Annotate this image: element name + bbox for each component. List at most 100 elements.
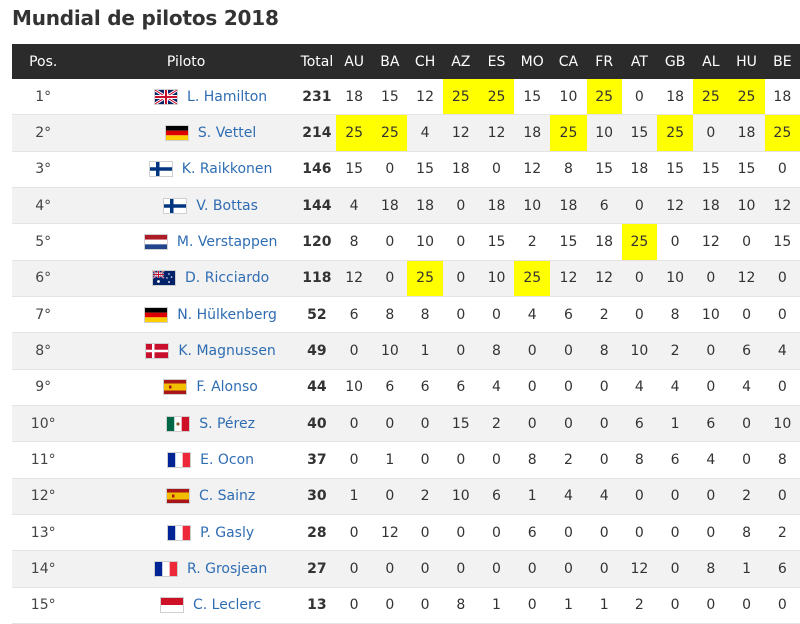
fr-flag-icon [154,561,177,576]
col-header-be: BE [764,44,800,79]
points-cell-at: 2 [621,587,657,624]
pilot-cell: S. Vettel [74,114,298,152]
points-cell-hu: 12 [728,260,765,297]
dk-flag-icon [146,343,169,358]
points-cell-al: 15 [693,151,729,188]
points-cell-ch: 12 [407,79,443,116]
points-cell-ca: 10 [550,79,587,116]
points-cell-fr: 12 [586,260,622,297]
col-header-es: ES [478,44,515,79]
pilot-cell: K. Raikkonen [74,151,298,188]
mx-flag-icon [167,416,190,431]
points-cell-ba: 10 [372,332,408,370]
points-cell-be: 0 [764,587,800,624]
points-cell-gb: 0 [657,514,694,552]
points-cell-hu: 6 [728,332,765,370]
points-cell-mo: 4 [514,296,551,334]
table-row: 4° V. Bottas 144 4 18 18 0 18 10 18 6 0 12 18 10 12 [12,187,800,225]
pilot-name-link[interactable]: C. Leclerc [192,597,262,614]
table-row: 7° N. Hülkenberg 52 6 8 8 0 0 4 6 2 0 8 10 0 0 [12,296,800,334]
total-cell: 146 [297,151,337,188]
points-cell-ca: 0 [550,369,587,406]
pilot-cell: L. Hamilton [74,79,298,116]
total-cell: 118 [297,260,337,297]
pilot-cell: K. Magnussen [74,332,298,370]
pilot-name-link[interactable]: S. Pérez [199,415,255,432]
points-cell-be: 6 [764,550,800,588]
points-cell-az: 0 [442,550,479,588]
pilot-name-link[interactable]: C. Sainz [198,488,256,505]
pilot-name-link[interactable]: L. Hamilton [187,88,268,105]
points-cell-ca: 18 [550,187,587,225]
pilot-name-link[interactable]: E. Ocon [200,451,255,468]
points-cell-az: 15 [442,405,479,443]
points-cell-at: 10 [621,332,657,370]
points-cell-be: 15 [764,223,800,261]
points-cell-be: 0 [764,260,800,297]
points-cell-hu: 0 [728,587,765,624]
pilot-name-link[interactable]: R. Grosjean [186,560,268,577]
points-cell-be: 0 [764,478,800,515]
points-cell-at: 0 [621,514,657,552]
points-cell-ch: 25 [407,260,443,297]
points-cell-au: 25 [336,114,373,152]
pilot-cell: M. Verstappen [74,223,298,261]
points-cell-hu: 1 [728,550,765,588]
position-cell: 14° [12,550,75,588]
pilot-name-link[interactable]: P. Gasly [200,524,255,541]
points-cell-es: 1 [478,587,515,624]
points-cell-mo: 0 [514,369,551,406]
points-cell-gb: 0 [657,550,694,588]
points-cell-fr: 0 [586,441,622,479]
points-cell-al: 10 [693,296,729,334]
points-cell-fr: 1 [586,587,622,624]
pilot-cell: R. Grosjean [74,550,298,588]
pilot-name-link[interactable]: S. Vettel [197,124,257,141]
points-cell-es: 15 [478,223,515,261]
points-cell-at: 0 [621,79,657,116]
points-cell-es: 0 [478,151,515,188]
col-header-fr: FR [586,44,622,79]
points-cell-es: 18 [478,187,515,225]
points-cell-hu: 0 [728,405,765,443]
table-row: 15° C. Leclerc 13 0 0 0 8 1 0 1 1 2 0 0 0 0 [12,587,800,624]
pilot-cell: V. Bottas [74,187,298,225]
pilot-name-link[interactable]: K. Magnussen [178,342,276,359]
col-header-at: AT [621,44,657,79]
points-cell-hu: 15 [728,151,765,188]
pilot-name-link[interactable]: F. Alonso [196,379,258,396]
points-cell-az: 0 [442,223,479,261]
points-cell-mo: 0 [514,587,551,624]
points-cell-al: 0 [693,514,729,552]
pilot-name-link[interactable]: K. Raikkonen [181,161,273,178]
pilot-name-link[interactable]: V. Bottas [196,197,258,214]
points-cell-gb: 12 [657,187,694,225]
table-row: 11° E. Ocon 37 0 1 0 0 0 8 2 0 8 6 4 0 8 [12,441,800,479]
nl-flag-icon [144,234,167,249]
points-cell-at: 4 [621,369,657,406]
points-cell-at: 15 [621,114,657,152]
position-cell: 13° [12,514,75,552]
points-cell-es: 0 [478,550,515,588]
de-flag-icon [145,307,168,322]
position-cell: 8° [12,332,75,370]
points-cell-al: 0 [693,114,729,152]
pilot-name-link[interactable]: D. Ricciardo [185,270,270,287]
pilot-cell: P. Gasly [74,514,298,552]
col-header-gb: GB [657,44,694,79]
points-cell-fr: 0 [586,514,622,552]
points-cell-ch: 1 [407,332,443,370]
points-cell-es: 0 [478,296,515,334]
points-cell-ca: 0 [550,514,587,552]
pilot-name-link[interactable]: M. Verstappen [176,233,278,250]
total-cell: 27 [297,550,337,588]
pilot-name-link[interactable]: N. Hülkenberg [177,306,277,323]
table-body: 1° L. Hamilton 231 18 15 12 25 25 15 10 25 0 18 25 25 1… [12,79,800,624]
points-cell-ba: 6 [372,369,408,406]
col-header-total: Total [297,44,337,79]
points-cell-ba: 0 [372,151,408,188]
points-cell-au: 0 [336,514,373,552]
points-cell-ca: 4 [550,478,587,515]
points-cell-az: 8 [442,587,479,624]
table-header: Pos. Piloto Total AU BA CH AZ ES MO CA FR AT GB AL HU B… [12,44,800,79]
